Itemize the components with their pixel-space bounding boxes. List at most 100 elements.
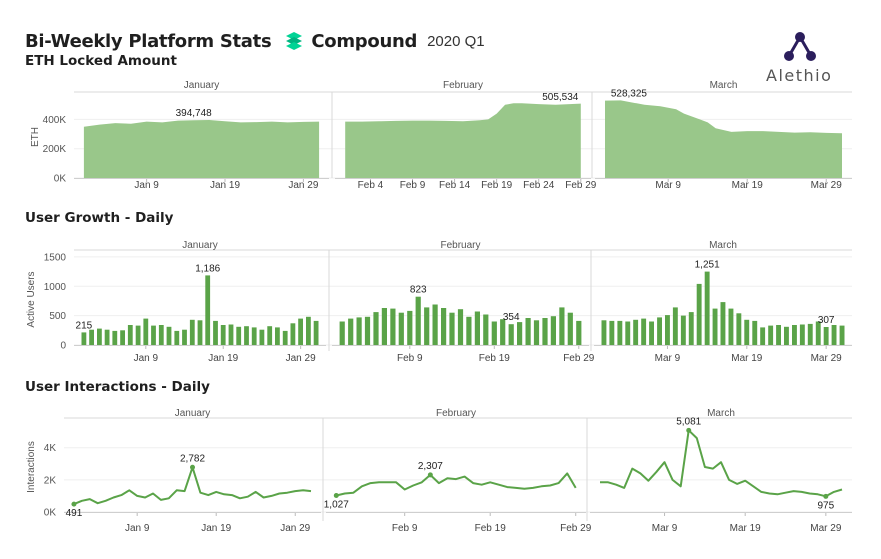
bar (373, 312, 379, 345)
bar (182, 329, 187, 345)
data-point (333, 492, 339, 498)
x-tick-label: Feb 19 (481, 180, 513, 191)
bar (633, 319, 639, 345)
bar (449, 312, 455, 345)
bar (483, 314, 489, 345)
compound-logo-icon (286, 32, 303, 50)
bar (228, 324, 234, 345)
period-label: 2020 Q1 (427, 32, 485, 50)
section-title-user-interactions: User Interactions - Daily (25, 379, 210, 395)
x-tick-label: Feb 14 (439, 180, 471, 191)
data-point (427, 472, 433, 478)
x-tick-label: Feb 9 (400, 180, 426, 191)
data-point (71, 501, 77, 507)
data-point (686, 427, 692, 433)
data-label: 1,186 (195, 263, 220, 274)
y-tick-label: 200K (43, 144, 67, 155)
bar (290, 323, 296, 345)
bar (784, 326, 789, 345)
y-tick-label: 4K (44, 443, 57, 454)
data-label: 1,251 (695, 260, 720, 271)
bar (197, 320, 203, 345)
line-series-february (336, 472, 577, 497)
x-tick-label: Jan 29 (288, 180, 318, 191)
bar (491, 321, 497, 345)
bar (736, 313, 742, 345)
x-tick-label: Feb 9 (397, 353, 423, 364)
month-header: March (710, 80, 738, 91)
bar (672, 307, 678, 345)
month-header: January (182, 240, 218, 251)
bar (135, 325, 141, 345)
x-tick-label: Feb 29 (560, 523, 592, 534)
x-tick-label: Feb 29 (563, 353, 595, 364)
x-tick-label: Mar 19 (730, 523, 762, 534)
logo-text: Alethio (766, 66, 833, 85)
header: Bi-Weekly Platform Stats Compound 2020 Q… (25, 28, 485, 54)
bar (441, 308, 447, 345)
bar (220, 325, 226, 345)
x-tick-label: Jan 9 (125, 523, 150, 534)
month-header: January (175, 408, 211, 419)
month-header: February (443, 80, 483, 91)
bar (665, 315, 670, 345)
bar (712, 308, 718, 345)
data-label: 1,027 (324, 499, 349, 510)
bar (104, 329, 110, 345)
brand-name: Compound (311, 30, 418, 52)
x-tick-label: Mar 9 (655, 180, 681, 191)
bar (457, 309, 464, 345)
x-tick-label: Jan 29 (280, 523, 310, 534)
bar (760, 327, 766, 345)
data-label: 354 (503, 312, 520, 323)
x-tick-label: Jan 9 (134, 353, 159, 364)
bar (306, 316, 311, 345)
bar (559, 307, 565, 345)
bar (542, 318, 548, 345)
bar (166, 326, 172, 345)
bar (282, 330, 288, 345)
bar (313, 320, 319, 345)
user-interactions-chart: 0K 2K 4K Interactions January Jan 9 Jan 19 Jan … (26, 408, 852, 534)
user-growth-chart: 0 500 1000 1500 Active Users January Jan 9 Jan … (26, 240, 852, 364)
bar (390, 308, 396, 345)
y-axis-label: Active Users (26, 271, 37, 327)
data-label: 491 (66, 508, 83, 519)
bar (432, 304, 438, 345)
bar (744, 319, 750, 345)
bar (625, 321, 631, 345)
bar (474, 311, 480, 345)
data-label: 215 (76, 320, 93, 331)
bar (601, 320, 607, 345)
data-label: 975 (817, 500, 834, 511)
bar (112, 330, 118, 345)
data-label: 528,325 (611, 89, 648, 100)
x-tick-label: Jan 29 (286, 353, 316, 364)
bar (776, 325, 781, 345)
bar (259, 329, 265, 345)
area-series-march (605, 100, 842, 178)
month-header: January (184, 80, 220, 91)
x-tick-label: Mar 29 (810, 523, 842, 534)
bar (533, 320, 540, 345)
y-tick-label: 1500 (44, 252, 67, 263)
line-series-january (73, 466, 312, 506)
x-tick-label: Jan 19 (201, 523, 231, 534)
bar (649, 321, 654, 345)
y-tick-label: 400K (43, 115, 67, 126)
month-header: February (440, 240, 480, 251)
bar (807, 323, 813, 345)
data-point (823, 493, 829, 499)
bar (567, 312, 573, 345)
bar (381, 308, 387, 345)
bar (617, 320, 623, 345)
x-tick-label: Mar 9 (652, 523, 678, 534)
alethio-logo-icon (784, 32, 816, 61)
bar (298, 318, 303, 345)
x-tick-label: Mar 19 (732, 180, 764, 191)
line-series-march (600, 429, 843, 498)
section-title-user-growth: User Growth - Daily (25, 210, 174, 226)
bar (517, 322, 523, 345)
bar (799, 324, 805, 345)
